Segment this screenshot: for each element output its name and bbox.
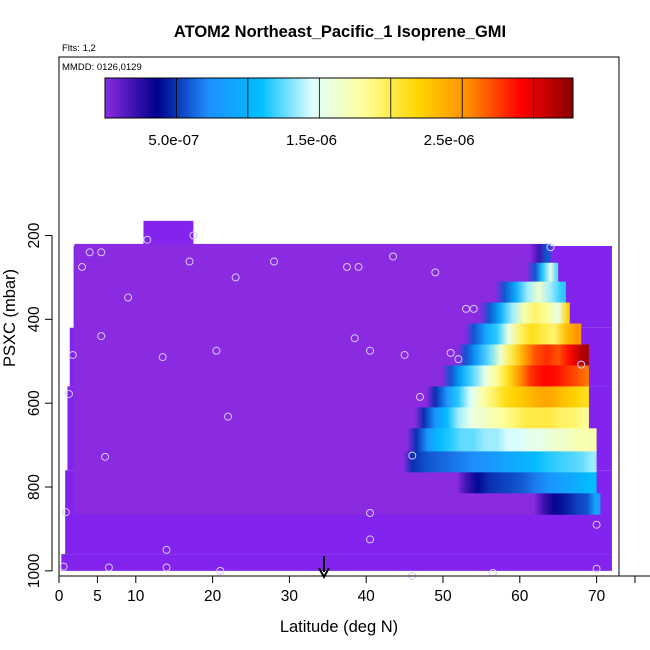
- observation-point: [389, 252, 398, 261]
- observation-point: [366, 535, 375, 544]
- flights-annotation: Flts: 1,2: [62, 43, 96, 54]
- y-tick-label: 1000: [26, 553, 43, 588]
- observation-point: [408, 451, 417, 460]
- observation-point: [101, 452, 110, 461]
- x-tick-label: 40: [358, 588, 376, 605]
- field-row: [74, 386, 589, 408]
- y-tick-label: 200: [26, 222, 43, 248]
- x-axis-label: Latitude (deg N): [280, 618, 398, 636]
- chart-title: ATOM2 Northeast_Pacific_1 Isoprene_GMI: [174, 23, 506, 41]
- field-background-block: [61, 554, 612, 571]
- colorbar-dividers: [176, 78, 535, 118]
- observation-point: [185, 257, 194, 266]
- observation-point: [61, 508, 70, 517]
- field-background-block: [143, 220, 194, 246]
- observation-point: [592, 564, 601, 573]
- y-tick-label: 600: [26, 390, 43, 416]
- observation-point: [216, 566, 225, 575]
- observation-point: [59, 562, 68, 571]
- x-tick-label: 5: [93, 588, 102, 605]
- observation-point: [97, 248, 106, 257]
- field-row: [74, 302, 570, 325]
- x-tick-label: 70: [588, 588, 606, 605]
- observation-point: [189, 231, 198, 240]
- field-row: [74, 451, 597, 473]
- field-row: [74, 323, 582, 345]
- observation-point: [415, 392, 424, 401]
- y-axis-label: PSXC (mbar): [1, 269, 19, 367]
- x-axis: 051020304050607080: [55, 575, 650, 605]
- observation-point: [124, 293, 133, 302]
- y-tick-label: 400: [26, 306, 43, 332]
- observation-point: [366, 509, 375, 518]
- observation-point: [446, 348, 455, 357]
- observation-point: [431, 268, 440, 277]
- observation-point: [454, 355, 463, 364]
- dates-annotation: MMDD: 0126,0129: [62, 62, 142, 73]
- field-row: [74, 365, 589, 387]
- observation-point: [162, 563, 171, 572]
- x-tick-label: 0: [55, 588, 64, 605]
- x-tick-label: 30: [281, 588, 299, 605]
- latitude-arrow-marker: [318, 556, 330, 580]
- field-row: [74, 344, 589, 366]
- y-tick-label: 800: [26, 474, 43, 500]
- observation-point: [143, 235, 152, 244]
- colorbar-tick-label: 5.0e-07: [148, 132, 199, 149]
- observation-point: [162, 545, 171, 554]
- observation-point: [64, 389, 73, 398]
- observation-point: [366, 346, 375, 355]
- observation-point: [158, 353, 167, 362]
- y-axis: 200 400 600 800 1000: [26, 222, 53, 588]
- colorbar: 5.0e-07 1.5e-06 2.5e-06: [104, 77, 574, 149]
- field-row: [74, 493, 601, 515]
- observation-point: [78, 262, 87, 271]
- observation-point: [68, 350, 77, 359]
- colorbar-tick-label: 1.5e-06: [286, 132, 337, 149]
- observation-point: [400, 350, 409, 359]
- observation-point: [350, 334, 359, 343]
- arrow-head: [318, 567, 330, 580]
- observation-point: [97, 332, 106, 341]
- x-tick-label: 60: [511, 588, 529, 605]
- observation-point: [104, 563, 113, 572]
- field-row: [74, 428, 597, 452]
- observation-point: [592, 520, 601, 529]
- observation-point: [223, 412, 232, 421]
- observation-point: [231, 273, 240, 282]
- plot-area: MMDD: 0126,0129: [58, 56, 620, 580]
- concentration-field: [61, 220, 612, 571]
- x-tick-label: 50: [434, 588, 452, 605]
- observation-point: [270, 257, 279, 266]
- colorbar-tick-label: 2.5e-06: [424, 132, 475, 149]
- observation-point: [469, 304, 478, 313]
- field-row: [74, 407, 589, 429]
- field-row: [74, 281, 566, 304]
- observation-point: [85, 248, 94, 257]
- observation-point: [577, 360, 586, 369]
- x-tick-label: 20: [204, 588, 222, 605]
- observation-point: [343, 262, 351, 271]
- observation-point: [546, 243, 555, 252]
- observation-point: [462, 304, 471, 313]
- field-row: [74, 243, 551, 264]
- observation-point: [354, 262, 363, 271]
- observation-points: [59, 231, 601, 580]
- colorbar-ticks: 5.0e-07 1.5e-06 2.5e-06: [148, 132, 474, 149]
- observation-point: [212, 346, 221, 355]
- colorbar-gradient: [104, 77, 574, 119]
- field-row: [74, 472, 597, 494]
- field-row: [74, 262, 559, 283]
- x-tick-label: 10: [127, 588, 145, 605]
